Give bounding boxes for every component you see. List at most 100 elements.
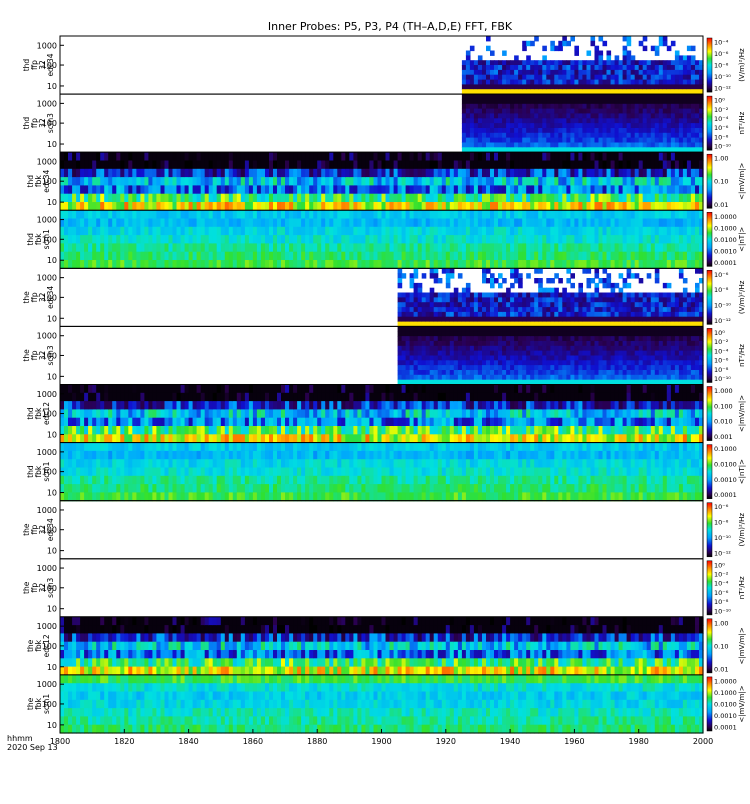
colorbar-tick-label: 10⁻⁶ [714,589,729,597]
y-tick-label: 1000 [37,157,57,166]
panel-4-spectrogram [60,210,704,269]
colorbar-tick-label: 10⁻⁴ [714,580,729,588]
colorbar-tick-label: 10⁻⁶ [714,271,729,279]
panel-11-colorbar: 1.000.100.01<|mV/m|> [707,619,746,674]
y-tick-label: 1000 [37,41,57,50]
colorbar-tick-label: 10⁻⁴ [714,115,729,123]
colorbar-tick-label: 10⁻¹² [714,549,731,557]
panel-label-line: scm1 [42,229,51,249]
panel-label-line: scm3 [46,345,55,365]
colorbar-tick-label: 0.0100 [714,236,737,244]
y-tick-label: 10 [47,314,57,323]
colorbar-label: (V/m)²/Hz [738,48,746,82]
y-tick-label: 1000 [37,274,57,283]
colorbar-label: (V/m)²/Hz [738,280,746,314]
panel-5-spectrogram [398,268,704,327]
colorbar-tick-label: 0.1000 [714,689,737,697]
colorbar-tick-label: 10⁻² [714,571,729,579]
chart-title: Inner Probes: P5, P3, P4 (TH–A,D,E) FFT,… [268,20,513,33]
colorbar-tick-label: 10⁻⁶ [714,50,729,58]
panel-3-colorbar: 1.000.100.01<|mV/m|> [707,154,746,209]
panel-7-spectrogram [60,385,704,444]
y-tick-label: 10 [47,605,57,614]
colorbar-tick-label: 10⁻⁸ [714,62,729,70]
y-tick-label: 10 [47,721,57,730]
colorbar-tick-label: 10⁻⁸ [714,598,729,606]
colorbar-tick-label: 10⁻⁶ [714,124,729,132]
panel-1-spectrogram [462,36,704,95]
colorbar-tick-label: 10⁻⁸ [714,134,729,142]
colorbar-tick-label: 10⁰ [714,97,725,105]
panel-label-line: scm3 [46,113,55,133]
colorbar-label: nT²/Hz [738,111,746,134]
colorbar-tick-label: 0.0010 [714,247,737,255]
panel-label-line: edc34 [46,518,55,541]
y-tick-label: 10 [47,256,57,265]
y-tick-label: 10 [47,140,57,149]
colorbar-label: (V/m)²/Hz [738,513,746,547]
colorbar-tick-label: 10⁻¹² [714,317,731,325]
colorbar-tick-label: 0.001 [714,433,733,441]
colorbar-label: <|mV/m|> [738,162,746,199]
colorbar-tick-label: 10⁻⁸ [714,366,729,374]
y-tick-label: 1000 [37,390,57,399]
colorbar-tick-label: 0.1000 [714,224,737,232]
colorbar-tick-label: 0.0001 [714,259,737,267]
colorbar-tick-label: 10⁻² [714,106,729,114]
panel-label-line: scm1 [42,461,51,481]
panel-label-line: edc34 [46,286,55,309]
y-tick-label: 10 [47,82,57,91]
panel-label-line: edc34 [46,53,55,76]
colorbar-tick-label: 10⁻¹⁰ [714,534,731,542]
colorbar-tick-label: 1.0000 [714,213,737,221]
x-tick-label: 1860 [243,737,263,746]
colorbar-tick-label: 10⁻¹⁰ [714,375,731,383]
y-tick-label: 10 [47,489,57,498]
x-tick-label: 1920 [436,737,456,746]
x-tick-label: 1880 [307,737,327,746]
colorbar-tick-label: 0.10 [714,642,728,650]
y-tick-label: 1000 [37,216,57,225]
colorbar-label: nT²/Hz [738,576,746,599]
colorbar-tick-label: 10⁻¹⁰ [714,143,731,151]
panel-3-spectrogram [60,152,704,211]
colorbar-tick-label: 0.10 [714,178,728,186]
colorbar-tick-label: 10⁻⁶ [714,357,729,365]
y-tick-label: 1000 [37,332,57,341]
panel-2-spectrogram [462,94,704,153]
panel-9-frame [60,501,703,559]
colorbar-tick-label: 10⁻⁸ [714,286,729,294]
panel-label-line: scm1 [42,694,51,714]
colorbar-tick-label: 10⁻¹² [714,85,731,93]
y-tick-label: 10 [47,372,57,381]
colorbar-label: <|mV/m|> [738,395,746,432]
colorbar-tick-label: 1.000 [714,387,733,395]
panel-label-line: scm3 [46,578,55,598]
colorbar-tick-label: 10⁻⁶ [714,503,729,511]
colorbar-tick-label: 0.0100 [714,460,737,468]
colorbar-tick-label: 0.0100 [714,701,737,709]
colorbar-tick-label: 0.01 [714,665,728,673]
y-tick-label: 1000 [37,680,57,689]
panel-label-line: edc12 [42,402,51,425]
y-tick-label: 10 [47,198,57,207]
